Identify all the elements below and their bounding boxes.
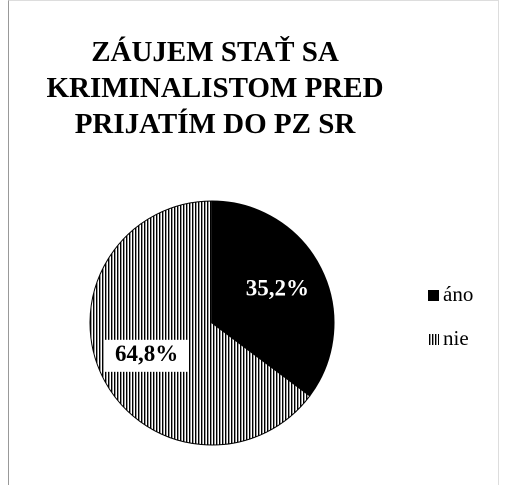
data-label: 64,8% — [115, 341, 178, 366]
chart-title: ZÁUJEM STAŤ SA KRIMINALISTOM PRED PRIJAT… — [46, 36, 384, 140]
data-label: 35,2% — [246, 275, 309, 300]
chart-frame — [8, 0, 499, 485]
legend-swatch — [428, 290, 439, 301]
legend-label: nie — [443, 326, 469, 350]
data-label-box — [104, 339, 189, 372]
pie-slice — [211, 200, 335, 397]
pie-slice — [89, 200, 311, 446]
legend-label: áno — [443, 282, 473, 306]
legend-swatch — [428, 334, 439, 345]
